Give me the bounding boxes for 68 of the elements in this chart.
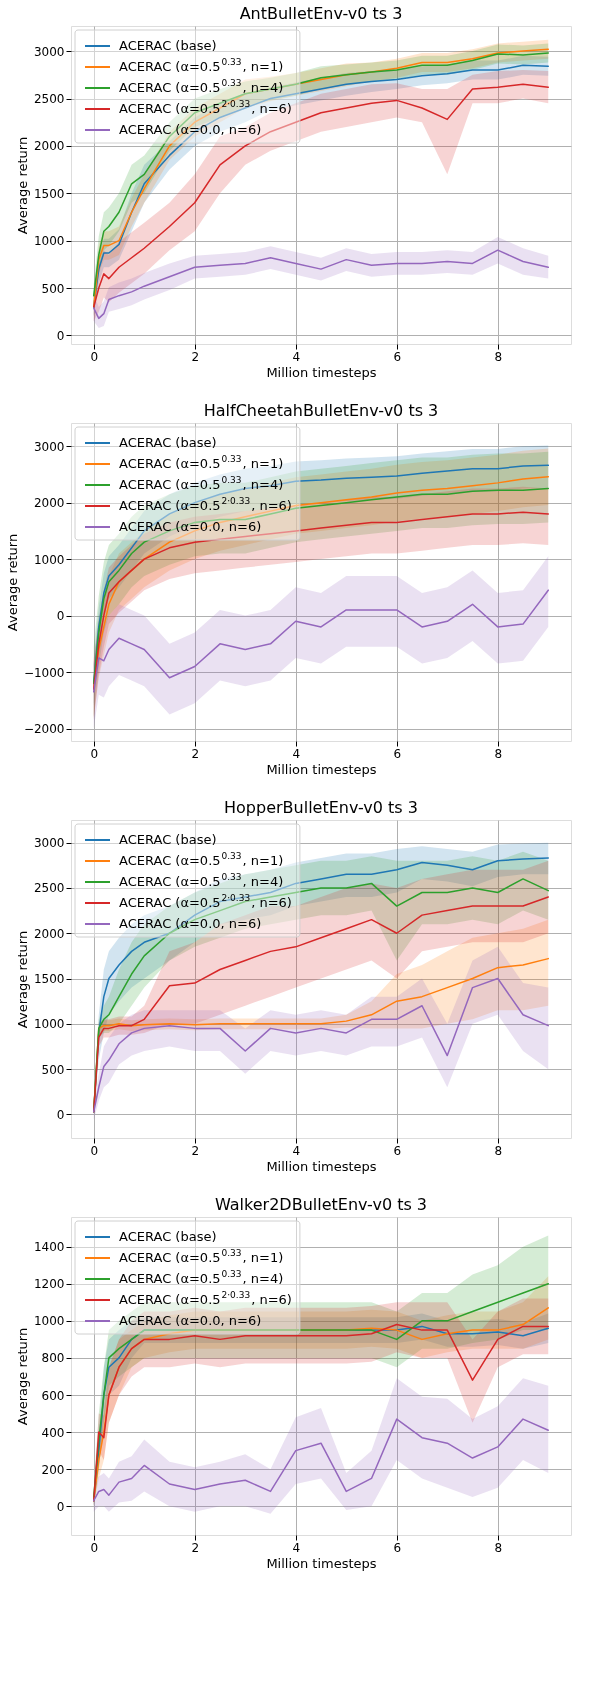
y-axis-title: Average return [14, 1327, 30, 1426]
y-tick-label: 0 [56, 1107, 65, 1122]
y-tick-label: 400 [41, 1425, 65, 1440]
y-tick-label: 600 [41, 1388, 65, 1403]
x-tick-label: 8 [494, 746, 503, 761]
chart-title: HopperBulletEnv-v0 ts 3 [224, 798, 418, 817]
y-tick-label: 1500 [33, 186, 65, 201]
x-tick-label: 4 [292, 746, 301, 761]
x-tick-label: 6 [393, 746, 402, 761]
y-tick-label: −2000 [23, 722, 65, 737]
x-axis-title: Million timesteps [266, 1158, 377, 1174]
y-tick-label: −1000 [23, 665, 65, 680]
x-tick-label: 8 [494, 349, 503, 364]
y-tick-label: 200 [41, 1462, 65, 1477]
x-tick-label: 6 [393, 1540, 402, 1555]
y-tick-label: 3000 [33, 836, 65, 851]
y-tick-label: 500 [41, 281, 65, 296]
chart-title: AntBulletEnv-v0 ts 3 [239, 4, 403, 23]
x-tick-label: 4 [292, 1143, 301, 1158]
x-axis-title: Million timesteps [266, 364, 377, 380]
legend-label: ACERAC (α=0.0, n=6) [119, 122, 262, 137]
legend-label: ACERAC (base) [119, 38, 217, 53]
y-tick-label: 2000 [33, 926, 65, 941]
legend-label: ACERAC (α=0.0, n=6) [119, 916, 262, 931]
y-tick-label: 2500 [33, 881, 65, 896]
y-tick-label: 2500 [33, 92, 65, 107]
x-tick-label: 2 [191, 1143, 200, 1158]
legend-label: ACERAC (α=0.0, n=6) [119, 1313, 262, 1328]
y-tick-label: 1000 [33, 234, 65, 249]
y-tick-label: 500 [41, 1062, 65, 1077]
y-axis-title: Average return [14, 930, 30, 1029]
y-tick-label: 1500 [33, 972, 65, 987]
x-tick-label: 2 [191, 349, 200, 364]
legend-label: ACERAC (base) [119, 832, 217, 847]
x-tick-label: 8 [494, 1540, 503, 1555]
y-tick-label: 0 [56, 609, 65, 624]
y-tick-label: 2000 [33, 496, 65, 511]
y-axis-title: Average return [14, 136, 30, 235]
y-tick-label: 0 [56, 328, 65, 343]
y-tick-label: 1400 [33, 1240, 65, 1255]
legend-label: ACERAC (base) [119, 1229, 217, 1244]
x-tick-label: 0 [90, 1540, 99, 1555]
x-tick-label: 2 [191, 1540, 200, 1555]
y-tick-label: 2000 [33, 139, 65, 154]
y-axis-title: Average return [4, 533, 20, 632]
x-tick-label: 4 [292, 1540, 301, 1555]
y-tick-label: 800 [41, 1351, 65, 1366]
x-tick-label: 4 [292, 349, 301, 364]
y-tick-label: 1000 [33, 552, 65, 567]
x-tick-label: 0 [90, 1143, 99, 1158]
y-tick-label: 1000 [33, 1017, 65, 1032]
x-tick-label: 8 [494, 1143, 503, 1158]
y-tick-label: 0 [56, 1499, 65, 1514]
x-tick-label: 2 [191, 746, 200, 761]
x-tick-label: 6 [393, 1143, 402, 1158]
y-tick-label: 3000 [33, 44, 65, 59]
x-axis-title: Million timesteps [266, 1555, 377, 1571]
chart-title: Walker2DBulletEnv-v0 ts 3 [214, 1195, 428, 1214]
x-tick-label: 0 [90, 349, 99, 364]
x-tick-label: 6 [393, 349, 402, 364]
y-tick-label: 3000 [33, 439, 65, 454]
x-axis-title: Million timesteps [266, 761, 377, 777]
legend-label: ACERAC (base) [119, 435, 217, 450]
y-tick-label: 1200 [33, 1277, 65, 1292]
y-tick-label: 1000 [33, 1314, 65, 1329]
chart-title: HalfCheetahBulletEnv-v0 ts 3 [203, 401, 439, 420]
legend-label: ACERAC (α=0.0, n=6) [119, 519, 262, 534]
x-tick-label: 0 [90, 746, 99, 761]
